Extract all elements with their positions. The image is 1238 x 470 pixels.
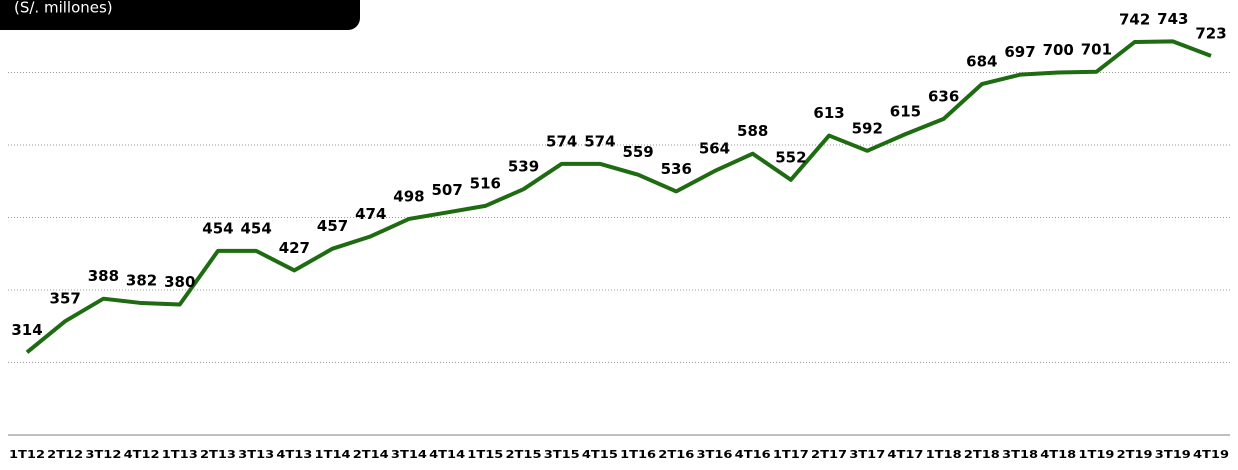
data-label: 559 [622,143,653,161]
x-tick-label: 3T15 [544,448,580,461]
line [25,39,1212,354]
data-label: 574 [584,132,615,150]
data-label: 743 [1157,10,1188,28]
data-label: 574 [546,132,577,150]
data-label: 388 [88,267,119,285]
x-tick-label: 2T16 [658,448,694,461]
x-tick-label: 2T18 [964,448,1000,461]
x-tick-label: 3T12 [85,448,121,461]
data-label: 697 [1004,43,1035,61]
x-tick-label: 4T17 [887,448,923,461]
x-tick-label: 1T12 [9,448,45,461]
x-tick-label: 2T12 [47,448,83,461]
data-label: 382 [126,272,157,290]
x-tick-label: 2T15 [506,448,542,461]
data-label: 454 [202,219,233,237]
x-tick-label: 4T13 [276,448,312,461]
data-label: 723 [1195,24,1226,42]
x-tick-label: 4T12 [124,448,160,461]
x-tick-label: 4T19 [1193,448,1229,461]
data-label: 380 [164,273,195,291]
x-tick-label: 1T13 [162,448,198,461]
x-tick-label: 2T13 [200,448,236,461]
data-label: 536 [661,160,692,178]
x-tick-label: 3T17 [849,448,885,461]
data-label: 564 [699,140,730,158]
data-label: 701 [1081,40,1112,58]
data-label: 357 [50,290,81,308]
x-tick-label: 3T16 [696,448,732,461]
data-label: 742 [1119,11,1150,29]
x-tick-label: 4T18 [1040,448,1076,461]
data-label: 314 [11,321,42,339]
data-label: 700 [1043,41,1074,59]
data-label: 516 [470,174,501,192]
x-tick-label: 4T15 [582,448,618,461]
x-tick-label: 3T14 [391,448,427,461]
data-label: 427 [279,239,310,257]
x-tick-label: 3T13 [238,448,274,461]
x-tick-label: 4T14 [429,448,465,461]
x-tick-label: 1T19 [1078,448,1114,461]
x-tick-label: 1T17 [773,448,809,461]
data-label: 592 [852,119,883,137]
x-tick-label: 3T19 [1155,448,1191,461]
x-tick-label: 1T15 [467,448,503,461]
data-label: 636 [928,87,959,105]
data-label: 684 [966,53,997,71]
x-tick-label: 3T18 [1002,448,1038,461]
x-tick-label: 2T14 [353,448,389,461]
x-tick-label: 1T18 [926,448,962,461]
x-tick-label: 4T16 [735,448,771,461]
x-tick-label: 1T14 [315,448,351,461]
data-label: 588 [737,122,768,140]
data-label: 457 [317,217,348,235]
data-label: 615 [890,103,921,121]
data-label: 474 [355,205,386,223]
data-label: 454 [241,219,272,237]
x-tick-label: 2T17 [811,448,847,461]
data-label: 507 [431,181,462,199]
data-label: 539 [508,158,539,176]
x-tick-label: 2T19 [1117,448,1153,461]
title-box [0,0,360,30]
x-tick-label: 1T16 [620,448,656,461]
chart-subtitle: (S/. millones) [14,0,113,17]
data-label: 498 [393,187,424,205]
data-label: 613 [813,104,844,122]
data-label: 552 [775,148,806,166]
